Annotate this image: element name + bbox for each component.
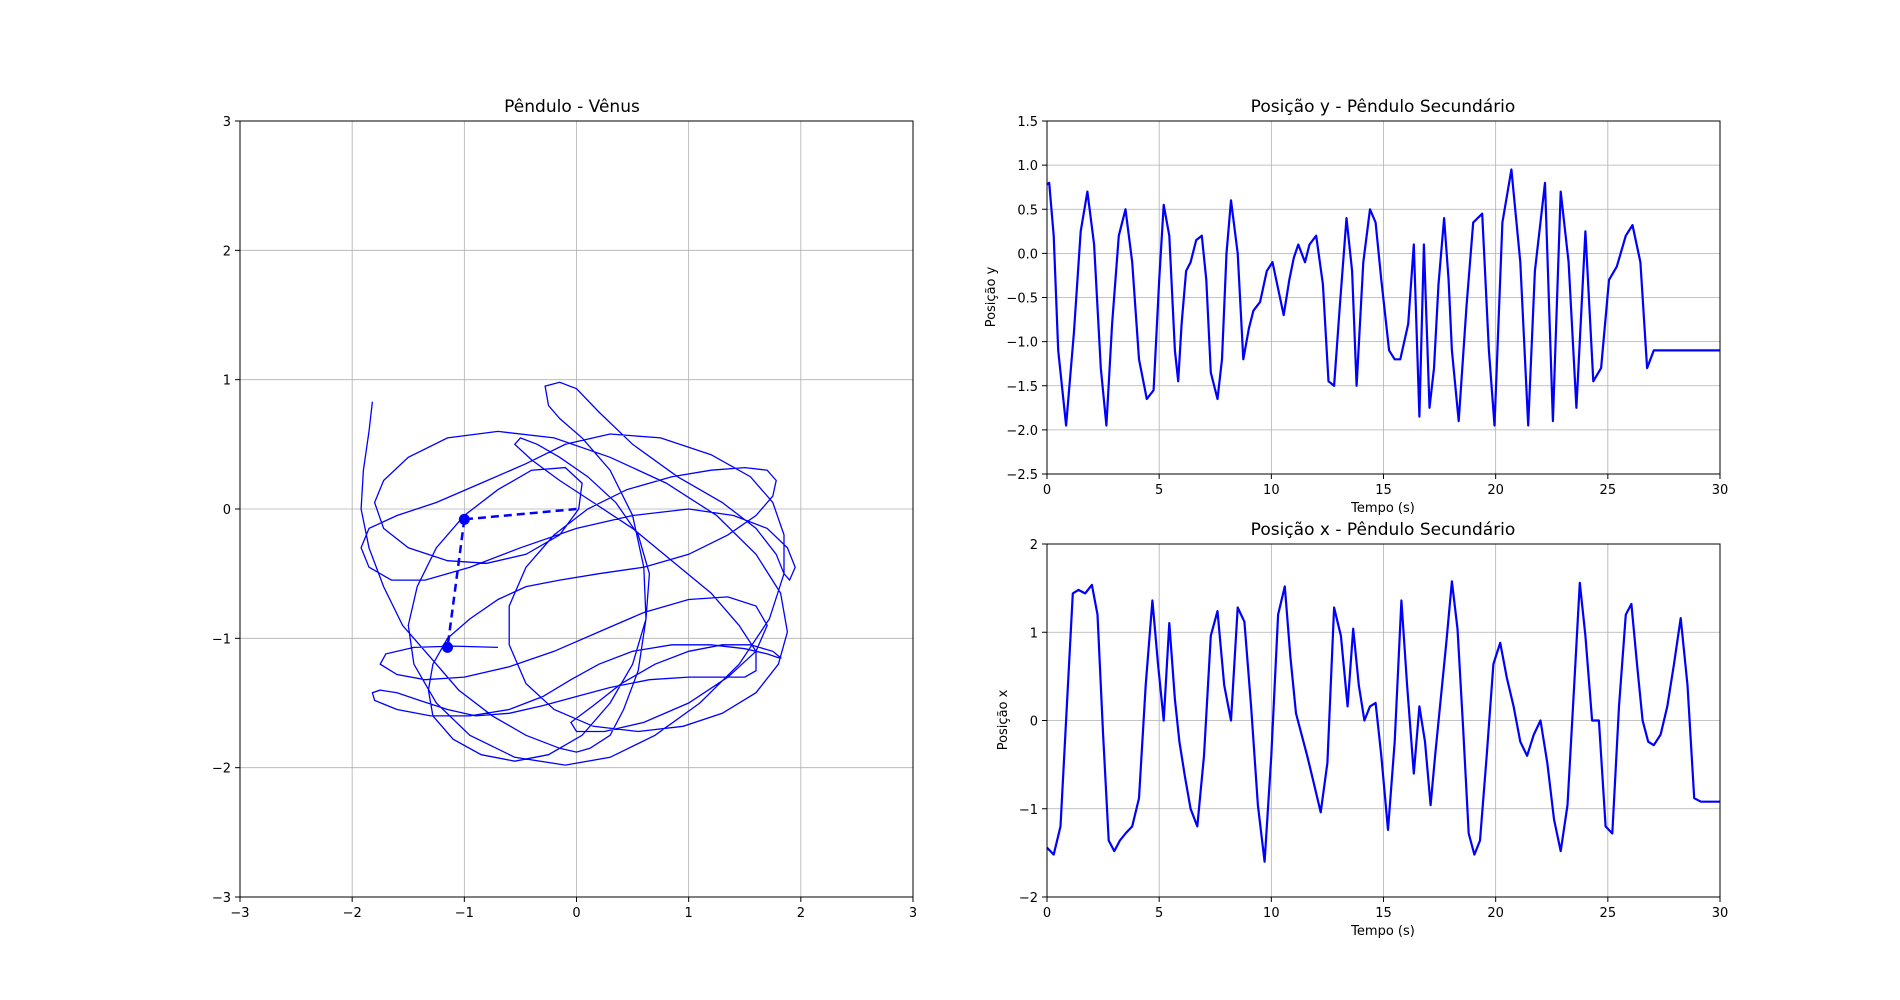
y-position-ytick-label: −2.0 <box>1006 424 1038 439</box>
x-position-ytick-label: 0 <box>1030 715 1038 730</box>
y-position-xtick-label: 30 <box>1712 483 1729 498</box>
pendulum-xtick-label: −3 <box>230 906 249 921</box>
x-position-ytick-label: 1 <box>1030 626 1038 641</box>
x-position-xlabel: Tempo (s) <box>1350 924 1415 939</box>
pendulum-xtick-label: −2 <box>343 906 362 921</box>
pendulum-ytick-label: −3 <box>212 891 231 906</box>
x-position-ticks: 0 5 10 15 20 25 30 −2 −1 0 1 2 <box>1019 538 1728 921</box>
y-position-xtick-label: 5 <box>1155 483 1163 498</box>
x-position-xtick-label: 10 <box>1263 906 1280 921</box>
y-position-ytick-label: 0.0 <box>1017 247 1038 262</box>
y-position-ytick-label: −1.0 <box>1006 336 1038 351</box>
pendulum-title: Pêndulo - Vênus <box>504 97 640 117</box>
y-position-ytick-label: −1.5 <box>1006 380 1038 395</box>
pendulum-bob-primary <box>458 513 470 525</box>
pendulum-bob-secondary <box>442 641 454 653</box>
pendulum-panel: Pêndulo - Vênus −3 −2 −1 0 1 2 3 −3 −2 −1 0 1 2 3 <box>212 97 917 921</box>
x-position-xtick-label: 5 <box>1155 906 1163 921</box>
y-position-series-line <box>1046 168 1720 427</box>
x-position-series-line <box>1046 580 1720 863</box>
pendulum-rod-primary <box>464 507 577 521</box>
x-position-title: Posição x - Pêndulo Secundário <box>1251 520 1516 540</box>
x-position-axes-frame <box>1046 543 1721 898</box>
pendulum-ytick-label: 0 <box>223 503 231 518</box>
pendulum-ytick-label: −2 <box>212 762 231 777</box>
pendulum-xtick-label: 3 <box>909 906 917 921</box>
y-position-xlabel: Tempo (s) <box>1350 501 1415 516</box>
pendulum-xtick-label: 0 <box>572 906 580 921</box>
y-position-axes-frame <box>1046 120 1721 475</box>
x-position-ylabel: Posição x <box>996 689 1011 750</box>
y-position-ticks: 0 5 10 15 20 25 30 −2.5 −2.0 −1.5 −1.0 −0.5 0.0 0.5 1.… <box>1006 115 1728 498</box>
y-position-xtick-label: 15 <box>1375 483 1392 498</box>
pendulum-ytick-label: 3 <box>223 115 231 130</box>
y-position-grid <box>1046 120 1721 475</box>
pendulum-ticks: −3 −2 −1 0 1 2 3 −3 −2 −1 0 1 2 3 <box>212 115 917 921</box>
y-position-xtick-label: 0 <box>1043 483 1051 498</box>
y-position-panel: Posição y - Pêndulo Secundário 0 5 10 15 20 2… <box>984 97 1728 516</box>
y-position-xtick-label: 25 <box>1600 483 1617 498</box>
y-position-ytick-label: 1.0 <box>1017 159 1038 174</box>
pendulum-axes-frame <box>239 120 914 898</box>
pendulum-ytick-label: 2 <box>223 244 231 259</box>
y-position-xtick-label: 10 <box>1263 483 1280 498</box>
x-position-xtick-label: 30 <box>1712 906 1729 921</box>
x-position-xtick-label: 25 <box>1600 906 1617 921</box>
x-position-xtick-label: 0 <box>1043 906 1051 921</box>
x-position-ytick-label: −1 <box>1019 803 1038 818</box>
y-position-xtick-label: 20 <box>1487 483 1504 498</box>
y-position-ytick-label: −0.5 <box>1006 292 1038 307</box>
pendulum-ytick-label: −1 <box>212 632 231 647</box>
pendulum-ytick-label: 1 <box>223 374 231 389</box>
x-position-xtick-label: 20 <box>1487 906 1504 921</box>
pendulum-xtick-label: 1 <box>685 906 693 921</box>
y-position-ytick-label: 0.5 <box>1017 203 1038 218</box>
x-position-ytick-label: 2 <box>1030 538 1038 553</box>
pendulum-trajectory <box>360 381 796 766</box>
y-position-title: Posição y - Pêndulo Secundário <box>1251 97 1516 117</box>
x-position-panel: Posição x - Pêndulo Secundário 0 5 10 15 20 2… <box>996 520 1728 939</box>
x-position-xtick-label: 15 <box>1375 906 1392 921</box>
pendulum-rod-secondary <box>446 519 466 648</box>
y-position-ytick-label: −2.5 <box>1006 468 1038 483</box>
y-position-ytick-label: 1.5 <box>1017 115 1038 130</box>
pendulum-xtick-label: −1 <box>455 906 474 921</box>
y-position-ylabel: Posição y <box>984 266 999 327</box>
pendulum-xtick-label: 2 <box>797 906 805 921</box>
x-position-ytick-label: −2 <box>1019 891 1038 906</box>
